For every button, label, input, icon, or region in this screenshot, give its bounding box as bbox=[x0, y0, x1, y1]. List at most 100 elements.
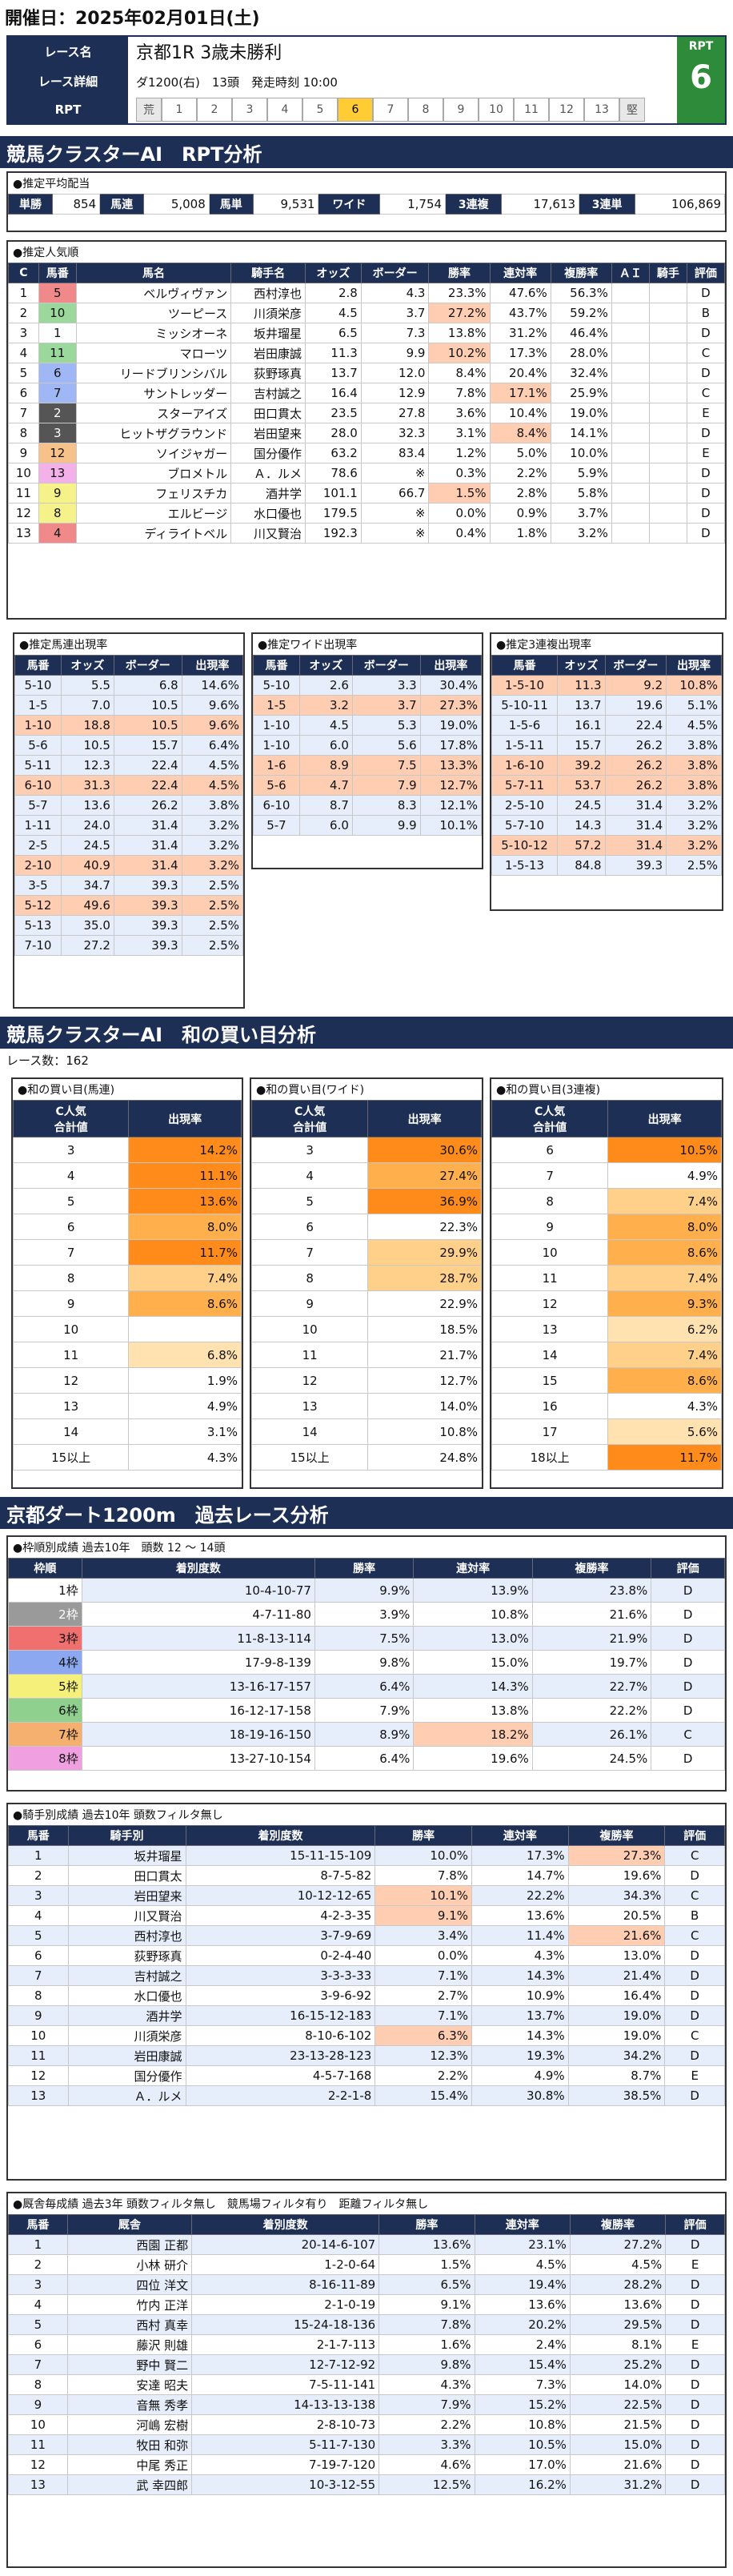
table-cell: 25.2% bbox=[569, 2354, 667, 2375]
table-row: 5 西村 真幸 15-24-18-136 7.8% 20.2% 29.5% D bbox=[8, 2314, 725, 2335]
table-row: 4 11 マローツ 岩田康誠 11.3 9.9 10.2% 17.3% 28.0% C bbox=[8, 343, 726, 363]
table-cell: 3.8% bbox=[666, 735, 722, 756]
table-cell: 16.1 bbox=[557, 715, 606, 736]
wa-sanren-box: ●和の買い目(3連複) C人気 合計値 出現率 6 10.5% 7 4.9% 8 7.4% 9 8… bbox=[490, 1077, 723, 1489]
table-cell: 22.7% bbox=[531, 1674, 652, 1699]
sum-value: 7 bbox=[12, 1239, 130, 1266]
table-cell: 7枠 bbox=[8, 1722, 82, 1747]
sum-value: 13 bbox=[491, 1316, 609, 1342]
rate-value: 1.9% bbox=[128, 1367, 242, 1394]
sum-value: 4 bbox=[250, 1162, 369, 1189]
table-cell: 田口貫太 bbox=[67, 1865, 186, 1886]
table-cell: 15.7 bbox=[113, 735, 182, 756]
table-cell: 2.5% bbox=[181, 895, 244, 916]
table-cell: 川須栄彦 bbox=[230, 303, 306, 323]
table-cell bbox=[611, 363, 650, 383]
table-row: 10 8.6% bbox=[491, 1239, 722, 1266]
table-row: 4 27.4% bbox=[250, 1162, 482, 1189]
table-cell: 8-16-11-89 bbox=[191, 2274, 380, 2295]
table-row: 1-10 6.0 5.6 17.8% bbox=[253, 735, 483, 756]
rate-value: 7.4% bbox=[607, 1188, 722, 1214]
table-cell: 31.4 bbox=[113, 855, 182, 876]
rate-value: 10.8% bbox=[367, 1418, 482, 1445]
table-cell: C bbox=[664, 2025, 725, 2046]
table-cell: D bbox=[651, 1698, 725, 1723]
header-row: 枠順 着別度数 勝率 連対率 複勝率 評価 bbox=[8, 1558, 725, 1579]
sum-value: 12 bbox=[250, 1367, 369, 1394]
table-cell: D bbox=[664, 1945, 725, 1966]
table-cell: 8.4% bbox=[428, 363, 491, 383]
table-cell: D bbox=[665, 2374, 725, 2395]
table-cell: 7.9% bbox=[314, 1698, 415, 1723]
table-cell: 10-12-12-65 bbox=[185, 1885, 376, 1906]
table-row: 2 小林 研介 1-2-0-64 1.5% 4.5% 4.5% E bbox=[8, 2254, 725, 2275]
rate-value: 4.3% bbox=[607, 1393, 722, 1419]
table-cell: D bbox=[686, 363, 726, 383]
table-cell: 53.7 bbox=[557, 775, 606, 796]
table-cell: 34.3% bbox=[567, 1885, 666, 1906]
table-cell: 26.2 bbox=[604, 775, 667, 796]
table-cell: 15.0% bbox=[569, 2434, 667, 2455]
table-row: 9 22.9% bbox=[250, 1290, 482, 1317]
table-cell: D bbox=[651, 1602, 725, 1627]
table-cell: 4 bbox=[8, 2294, 68, 2315]
payout-value: 1,754 bbox=[379, 194, 447, 215]
table-cell: 1-10 bbox=[253, 715, 300, 736]
payout-label: ワイド bbox=[318, 194, 381, 215]
table-row: 1-5 7.0 10.5 9.6% bbox=[14, 695, 244, 716]
table-cell bbox=[611, 343, 650, 363]
table-cell: 2.6 bbox=[298, 675, 353, 696]
table-cell: 0.0% bbox=[375, 1945, 472, 1966]
table-row: 13 14.0% bbox=[250, 1393, 482, 1419]
waku-table: 枠順 着別度数 勝率 連対率 複勝率 評価 1枠 10-4-10-77 9.9% 13.9% 23.… bbox=[8, 1558, 725, 1771]
table-cell: 5-7-11 bbox=[491, 775, 559, 796]
table-cell: 5-10 bbox=[253, 675, 300, 696]
payout-label: 単勝 bbox=[8, 194, 53, 215]
column-header: 勝率 bbox=[375, 1825, 472, 1846]
jockey-title: ●騎手別成績 過去10年 頭数フィルタ無し bbox=[13, 1809, 223, 1822]
scale-cell: 4 bbox=[267, 98, 302, 122]
table-cell: 24.0 bbox=[60, 815, 114, 836]
table-cell: D bbox=[686, 483, 726, 504]
table-cell: 14.6% bbox=[181, 675, 244, 696]
table-cell: 4.7 bbox=[298, 775, 353, 796]
table-cell: 35.0 bbox=[60, 915, 114, 936]
table-row: 7-10 27.2 39.3 2.5% bbox=[14, 935, 244, 956]
table-cell: 竹内 正洋 bbox=[66, 2294, 193, 2315]
rate-value: 3.1% bbox=[128, 1418, 242, 1445]
table-cell: 14.1% bbox=[550, 423, 612, 443]
table-cell: 3.7% bbox=[550, 503, 612, 524]
umaren-table: 馬番 オッズ ボーダー 出現率 5-10 5.5 6.8 14.6% 1-5 7.0 10.5 9.6… bbox=[14, 655, 244, 956]
table-cell: D bbox=[651, 1674, 725, 1699]
table-cell: 28.2% bbox=[569, 2274, 667, 2295]
table-cell: 8.4% bbox=[489, 423, 551, 443]
table-cell: 3.8% bbox=[666, 775, 722, 796]
table-row: 7 4.9% bbox=[491, 1162, 722, 1189]
section-rpt: 競馬クラスターAI RPT分析 bbox=[0, 136, 733, 168]
table-row: 7 野中 賢二 12-7-12-92 9.8% 15.4% 25.2% D bbox=[8, 2354, 725, 2375]
table-cell: D bbox=[665, 2474, 725, 2495]
rate-value: 6.2% bbox=[607, 1316, 722, 1342]
payout-value: 854 bbox=[51, 194, 101, 215]
table-cell: 1-10 bbox=[14, 715, 62, 736]
wide-box: ●推定ワイド出現率 馬番 オッズ ボーダー 出現率 5-10 2.6 3.3 30.4% 1-5… bbox=[251, 632, 483, 869]
header-row: C 馬番 馬名 騎手名 オッズ ボーダー 勝率 連対率 複勝率 ＡＩ 騎手 評価 bbox=[8, 263, 726, 283]
table-row: 5枠 13-16-17-157 6.4% 14.3% 22.7% D bbox=[8, 1674, 725, 1699]
header-row: 馬番 オッズ ボーダー 出現率 bbox=[14, 655, 244, 676]
table-cell: 10.5 bbox=[60, 735, 114, 756]
table-cell bbox=[648, 483, 687, 504]
table-cell: 5-10-11 bbox=[491, 695, 559, 716]
table-cell: 28.0% bbox=[550, 343, 612, 363]
table-cell: 21.6% bbox=[531, 1602, 652, 1627]
table-row: 13 4 ディライトベル 川又賢治 192.3 ※ 0.4% 1.8% 3.2% D bbox=[8, 523, 726, 544]
table-row: 8枠 13-27-10-154 6.4% 19.6% 24.5% D bbox=[8, 1746, 725, 1771]
sum-value: 14 bbox=[12, 1418, 130, 1445]
table-cell: 岩田望来 bbox=[67, 1885, 186, 1906]
table-cell: D bbox=[665, 2234, 725, 2255]
table-cell: 7.8% bbox=[375, 1865, 472, 1886]
table-cell: 2枠 bbox=[8, 1602, 82, 1627]
table-cell: 7.5 bbox=[351, 755, 421, 776]
table-cell: 10-4-10-77 bbox=[81, 1578, 315, 1603]
table-cell: D bbox=[665, 2274, 725, 2295]
table-cell: 14.0% bbox=[569, 2374, 667, 2395]
